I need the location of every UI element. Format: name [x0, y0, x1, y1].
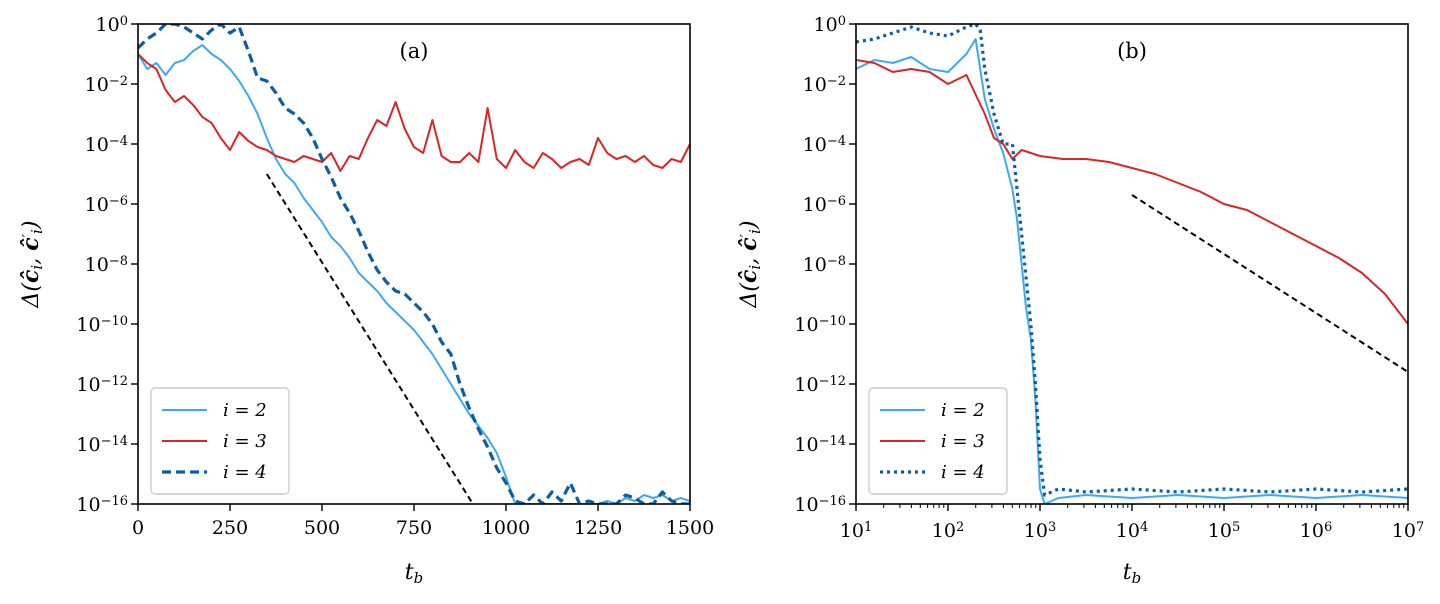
y-tick-label: 10−2	[85, 74, 128, 96]
legend-entry-label: i = 4	[223, 462, 267, 483]
y-tick-label: 10−10	[76, 314, 128, 336]
x-tick-label: 250	[212, 517, 248, 539]
y-tick-label: 10−8	[85, 254, 128, 276]
legend-entry-label: i = 4	[941, 462, 985, 483]
series-line-i2	[856, 38, 1408, 504]
y-tick-label: 10−6	[85, 194, 128, 216]
legend-box	[868, 387, 1008, 495]
panel-b: 100 10−2 10−4 10−6 10−8 10−10 10−12 10−14 10−16 1…	[736, 14, 1424, 587]
y-tick-label: 10−16	[76, 494, 128, 516]
panel-label: (a)	[400, 39, 429, 63]
series-line-i3	[138, 53, 690, 172]
reference-slope-line	[265, 173, 474, 504]
reference-slope-line	[1131, 194, 1408, 373]
legend-entry-label: i = 3	[223, 431, 267, 452]
x-axis-label: tb	[405, 560, 423, 587]
x-tick-label: 107	[1392, 520, 1424, 542]
legend-entry-label: i = 2	[223, 400, 267, 421]
legend-entry-label: i = 2	[941, 400, 985, 421]
y-tick-label: 100	[814, 14, 846, 36]
panel-label: (b)	[1117, 39, 1147, 63]
x-tick-label: 750	[396, 517, 432, 539]
series-group	[856, 24, 1408, 504]
panel-a: 100 10−2 10−4 10−6 10−8 10−10 10−12 10−14 10−160…	[18, 14, 714, 587]
x-tick-label: 1500	[666, 517, 714, 539]
legend-entry-label: i = 3	[941, 431, 985, 452]
y-tick-label: 10−4	[803, 134, 846, 156]
y-tick-label: 10−2	[803, 74, 846, 96]
x-axis-label: tb	[1123, 560, 1141, 587]
y-tick-label: 10−4	[85, 134, 128, 156]
x-tick-label: 105	[1208, 520, 1240, 542]
series-line-i3	[856, 59, 1408, 325]
y-tick-label: 10−14	[794, 434, 846, 456]
y-tick-label: 10−10	[794, 314, 846, 336]
y-tick-label: 10−8	[803, 254, 846, 276]
series-group	[138, 24, 690, 504]
x-tick-label: 106	[1300, 520, 1332, 542]
x-tick-label: 101	[840, 520, 872, 542]
x-tick-label: 1000	[482, 517, 530, 539]
y-tick-label: 10−12	[76, 374, 128, 396]
y-tick-label: 10−6	[803, 194, 846, 216]
y-tick-label: 10−16	[794, 494, 846, 516]
y-axis-label: Δ(ĉi, ĉ′i)	[736, 221, 764, 309]
x-tick-label: 0	[132, 517, 144, 539]
y-tick-label: 10−14	[76, 434, 128, 456]
legend-box	[150, 387, 290, 495]
x-tick-label: 1250	[574, 517, 622, 539]
series-line-i2	[138, 44, 690, 504]
x-tick-label: 104	[1116, 520, 1148, 542]
x-tick-label: 500	[304, 517, 340, 539]
y-tick-label: 10−12	[794, 374, 846, 396]
x-tick-label: 102	[932, 520, 964, 542]
y-axis-label: Δ(ĉi, ĉ′i)	[18, 221, 46, 309]
y-tick-label: 100	[96, 14, 128, 36]
x-tick-label: 103	[1024, 520, 1056, 542]
series-line-i4	[138, 24, 690, 504]
